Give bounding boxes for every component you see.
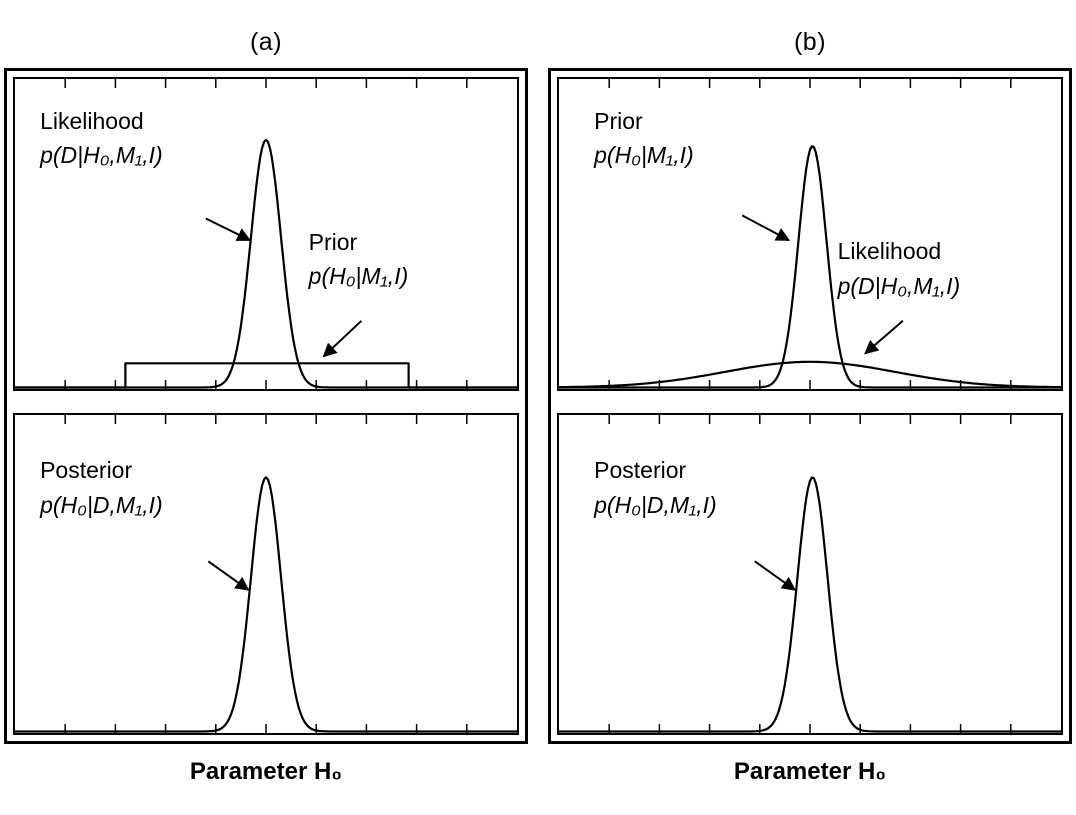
distribution-curve — [15, 476, 517, 733]
x-axis-label-b: Parameter H₀ — [733, 758, 887, 785]
plot-area — [15, 415, 517, 733]
distribution-curve — [15, 362, 517, 389]
annotation-arrow — [754, 560, 797, 591]
column-b: (b) Prior p(H₀|M₁,I) Likelihood p(D|H₀,M₁,I… — [548, 16, 1072, 786]
plot-area — [15, 79, 517, 389]
panel-b-bottom: Posterior p(H₀|D,M₁,I) — [557, 413, 1063, 735]
distribution-curve — [559, 145, 1061, 389]
distribution-curve — [15, 138, 517, 389]
annotation-arrow — [207, 560, 250, 591]
columns-row: (a) Likelihood p(D|H₀,M₁,I) Prior p(H₀|M₁,I… — [0, 16, 1076, 786]
annotation-arrow — [205, 217, 252, 242]
panel-b-top: Prior p(H₀|M₁,I) Likelihood p(D|H₀,M₁,I) — [557, 77, 1063, 391]
annotation-arrow — [741, 214, 791, 242]
annotation-arrow — [864, 320, 904, 355]
distribution-curve — [559, 360, 1061, 389]
plot-area — [559, 79, 1061, 389]
plot-area — [559, 415, 1061, 733]
column-b-box: Prior p(H₀|M₁,I) Likelihood p(D|H₀,M₁,I) Po… — [548, 68, 1072, 744]
column-a: (a) Likelihood p(D|H₀,M₁,I) Prior p(H₀|M₁,I… — [4, 16, 528, 786]
column-b-label: (b) — [793, 27, 827, 56]
annotation-arrow — [322, 320, 363, 358]
column-a-label: (a) — [249, 27, 283, 56]
panel-a-bottom: Posterior p(H₀|D,M₁,I) — [13, 413, 519, 735]
panel-a-top: Likelihood p(D|H₀,M₁,I) Prior p(H₀|M₁,I) — [13, 77, 519, 391]
column-a-box: Likelihood p(D|H₀,M₁,I) Prior p(H₀|M₁,I) Po… — [4, 68, 528, 744]
distribution-curve — [559, 476, 1061, 733]
x-axis-label-a: Parameter H₀ — [189, 758, 343, 785]
